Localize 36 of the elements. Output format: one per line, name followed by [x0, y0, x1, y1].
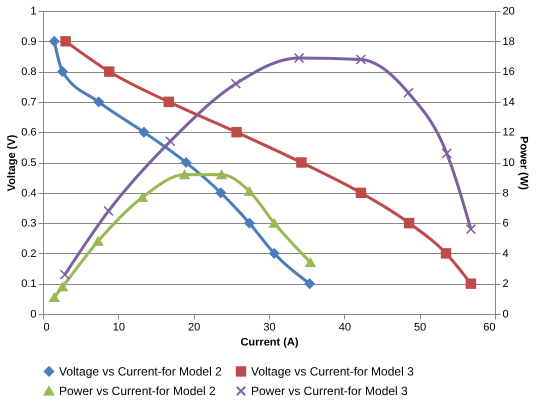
- y-axis-title: Voltage (V): [6, 134, 18, 192]
- y-tick-label: 1: [30, 6, 36, 18]
- x-tick-label: 40: [338, 322, 351, 334]
- x-tick-label: 10: [112, 322, 125, 334]
- y-tick-label: 0.2: [21, 248, 36, 260]
- y2-tick-label: 8: [502, 187, 509, 200]
- y2-tick-label: 12: [502, 126, 515, 139]
- y-tick-label: 0.6: [21, 126, 36, 139]
- y-tick-label: 0.4: [21, 187, 36, 200]
- y2-tick-label: 2: [502, 278, 509, 290]
- x-tick-label: 50: [414, 322, 426, 334]
- x-axis-title: Current (A): [240, 336, 299, 348]
- x-tick-label: 0: [44, 322, 50, 334]
- y-tick-label: 0.3: [21, 218, 36, 230]
- legend-label: Power vs Current-for Model 2: [59, 384, 216, 398]
- y-tick-label: 0.9: [21, 36, 36, 48]
- y2-tick-label: 16: [502, 66, 515, 78]
- y2-tick-label: 0: [502, 308, 509, 320]
- y2-tick-label: 14: [502, 96, 515, 108]
- legend-label: Voltage vs Current-for Model 2: [59, 364, 222, 378]
- y2-tick-label: 18: [502, 36, 515, 48]
- legend-label: Voltage vs Current-for Model 3: [251, 364, 414, 378]
- y2-tick-label: 10: [502, 157, 515, 169]
- y-tick-label: 0.8: [21, 66, 36, 78]
- y2-tick-label: 20: [502, 6, 515, 18]
- x-tick-label: 60: [483, 322, 496, 334]
- y2-tick-label: 4: [502, 248, 509, 260]
- y2-tick-label: 6: [502, 218, 509, 230]
- y-tick-label: 0.1: [21, 278, 36, 290]
- x-tick-label: 30: [263, 322, 276, 334]
- y-tick-label: 0.7: [21, 96, 36, 108]
- x-tick-label: 20: [188, 322, 200, 334]
- y-tick-label: 0.5: [21, 157, 36, 169]
- y-tick-label: 0: [30, 308, 36, 320]
- y2-axis-title: Power (W): [518, 136, 530, 190]
- legend-label: Power vs Current-for Model 3: [251, 384, 408, 398]
